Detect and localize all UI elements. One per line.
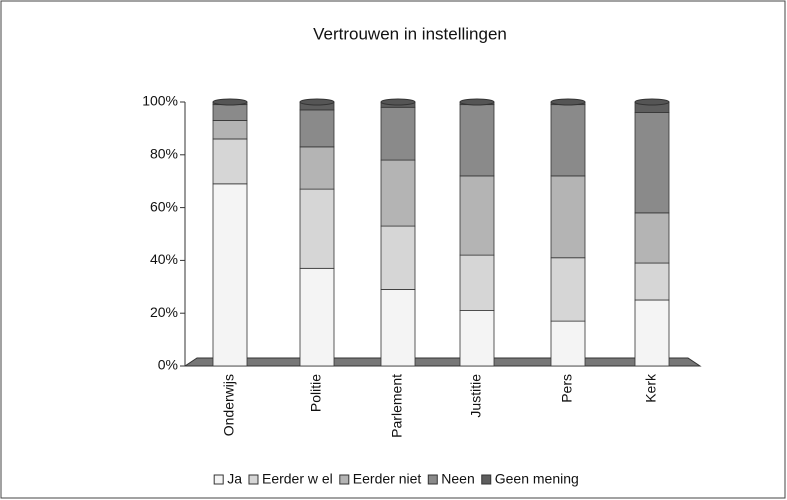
y-tick-label: 60% [150,198,178,214]
legend-swatch [339,474,350,485]
legend-swatch [481,474,492,485]
bar-top [634,98,670,106]
floor [183,357,702,367]
bar-top [459,98,495,106]
bar-segment [459,254,495,311]
legend-label: Neen [441,471,474,487]
x-tick-label: Pers [559,374,575,403]
bar-segment [634,112,670,214]
bar-segment [380,225,416,290]
bar-segment [459,104,495,177]
bar-segment [299,188,335,269]
y-tick-label: 100% [142,93,178,109]
x-tick-label: Justitie [468,374,484,418]
bar-segment [634,212,670,264]
x-tick-label: Politie [308,374,324,412]
legend-swatch [248,474,259,485]
bar-segment [212,120,248,140]
bar-segment [212,104,248,121]
x-tick-label: Kerk [643,373,659,403]
bar-segment [459,310,495,367]
bar-top [380,98,416,106]
bar-segment [212,138,248,185]
bar-segment [380,289,416,367]
legend-swatch [427,474,438,485]
bar-segment [550,257,586,322]
bar-segment [212,183,248,367]
bar-segment [299,109,335,148]
legend-label: Eerder w el [262,471,333,487]
bar-segment [550,175,586,259]
bar-segment [634,299,670,367]
y-tick-label: 0% [158,357,178,373]
bar-top [550,98,586,106]
x-tick-label: Parlement [389,374,405,438]
bar-segment [550,320,586,367]
bar-segment [634,262,670,301]
bar-segment [380,106,416,161]
y-tick-label: 40% [150,251,178,267]
bar-segment [550,104,586,177]
bar-top [212,98,248,106]
legend-label: Geen mening [495,471,579,487]
legend-swatch [213,474,224,485]
chart-title: Vertrouwen in instellingen [313,24,507,43]
bar-segment [299,267,335,367]
y-tick-label: 20% [150,304,178,320]
bar-top [299,98,335,106]
y-tick-label: 80% [150,146,178,162]
x-tick-label: Onderwijs [221,374,237,436]
bar-segment [459,175,495,256]
legend-label: Eerder niet [353,471,422,487]
legend-label: Ja [227,471,242,487]
bar-segment [380,159,416,227]
bar-segment [299,146,335,190]
